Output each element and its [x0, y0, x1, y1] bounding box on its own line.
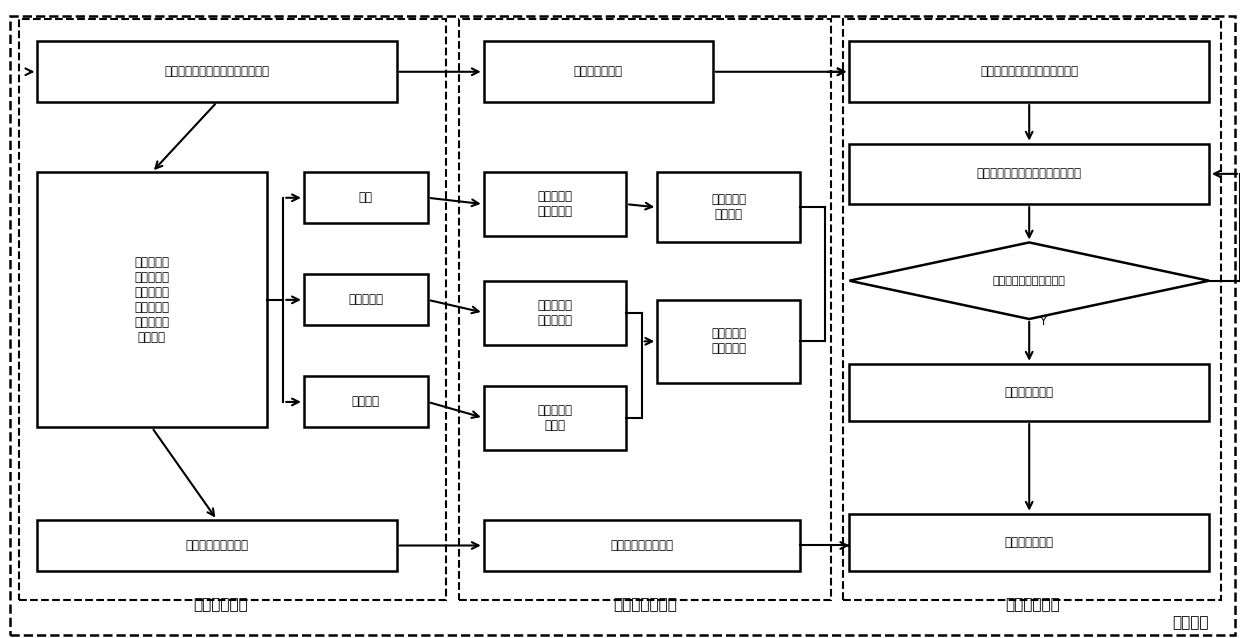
Text: 人机交互响应: 人机交互响应 — [1006, 597, 1060, 612]
Bar — [459, 19, 831, 600]
Bar — [19, 19, 446, 600]
Text: 提取同步时
标等于当前
世界标准时
间下的配电
网同步相量
截面数据: 提取同步时 标等于当前 世界标准时 间下的配电 网同步相量 截面数据 — [134, 256, 170, 344]
Text: 实时数据获取: 实时数据获取 — [193, 597, 248, 612]
Bar — [849, 514, 1209, 571]
Text: 动态刷新: 动态刷新 — [1173, 615, 1209, 630]
Text: 绘制旋转相
量图元: 绘制旋转相 量图元 — [537, 404, 573, 432]
Text: 绘制频率等
高线图层: 绘制频率等 高线图层 — [711, 193, 746, 221]
Bar — [484, 172, 626, 236]
Bar — [484, 281, 626, 345]
Text: 电压相角: 电压相角 — [352, 396, 379, 408]
Text: 实时获取非电量信息: 实时获取非电量信息 — [186, 539, 248, 552]
Bar — [843, 19, 1221, 600]
Polygon shape — [849, 242, 1209, 319]
Bar — [304, 172, 428, 223]
Bar — [484, 386, 626, 450]
Text: 实时获取配电网同步相量量测信息: 实时获取配电网同步相量量测信息 — [165, 65, 269, 78]
Text: 缩放等级是否大于预设值: 缩放等级是否大于预设值 — [993, 276, 1065, 286]
Text: 呈现微型趋势图: 呈现微型趋势图 — [1004, 386, 1054, 399]
Bar — [484, 41, 713, 102]
Text: 响应多分屏显示: 响应多分屏显示 — [1004, 536, 1054, 549]
Text: 响应用户缩放、拖移等交互式操作: 响应用户缩放、拖移等交互式操作 — [977, 167, 1081, 181]
Text: 频率: 频率 — [358, 191, 373, 204]
Bar — [849, 364, 1209, 421]
Bar — [304, 376, 428, 427]
Text: 绘制电压有
效值圆图元: 绘制电压有 效值圆图元 — [537, 299, 573, 327]
Text: Y: Y — [1039, 315, 1047, 329]
Bar — [37, 41, 397, 102]
Text: 可视化图层绘制: 可视化图层绘制 — [613, 597, 677, 612]
Text: 电压有效值: 电压有效值 — [348, 293, 383, 306]
Bar — [37, 172, 267, 427]
Bar — [657, 172, 800, 242]
Text: 绘制非电量信息图层: 绘制非电量信息图层 — [610, 539, 673, 552]
Text: 多种图层在地理信息系统中叠加: 多种图层在地理信息系统中叠加 — [980, 65, 1079, 78]
Text: 绘制同步电
压相量图层: 绘制同步电 压相量图层 — [711, 327, 746, 355]
Bar — [484, 520, 800, 571]
Bar — [304, 274, 428, 325]
Bar — [37, 520, 397, 571]
Text: 离散频率数
据空间插值: 离散频率数 据空间插值 — [537, 190, 573, 218]
Bar — [849, 144, 1209, 204]
Text: 绘制微型趋势图: 绘制微型趋势图 — [574, 65, 622, 78]
Bar — [657, 300, 800, 383]
Bar — [849, 41, 1209, 102]
